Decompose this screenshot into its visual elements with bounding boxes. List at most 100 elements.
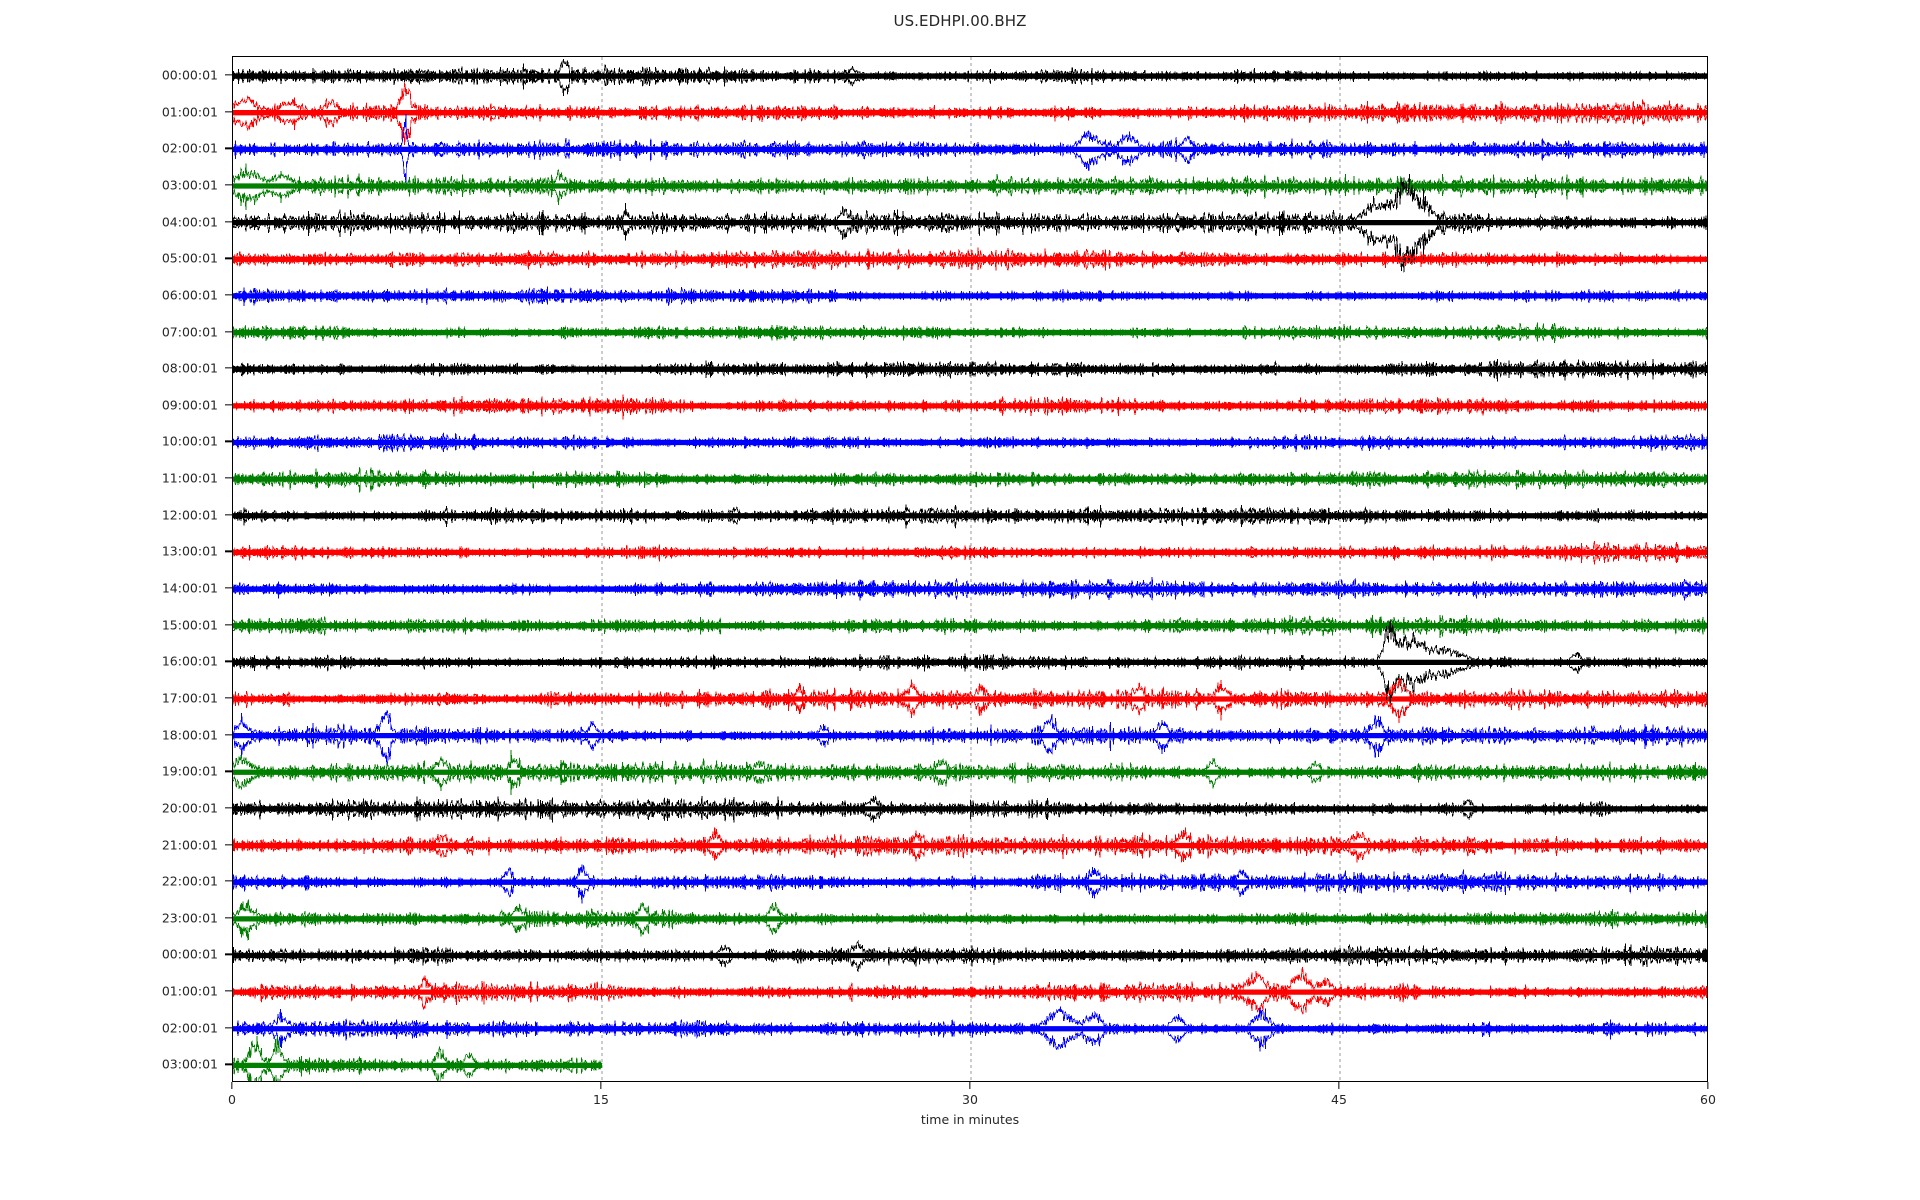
y-axis-tick-label: 10:00:01 [161,433,218,449]
waveform-trace [233,697,1707,724]
y-axis-tick-label: 20:00:01 [161,800,218,816]
waveform-trace [233,541,1707,554]
waveform-trace [233,826,1707,848]
waveform-trace [233,147,1707,184]
waveform-trace [233,1036,603,1067]
y-axis-tick-mark [225,770,232,772]
y-axis-tick-mark [225,440,232,443]
y-axis-tick-mark [225,807,232,809]
y-axis-tick-mark [225,880,232,882]
y-axis-tick-mark [225,624,232,626]
waveform-trace [233,257,1707,271]
waveform-trace [233,358,1707,371]
waveform-trace [233,514,1707,529]
waveform-trace [233,247,1707,261]
waveform-trace [233,966,1707,994]
waveform-trace [233,1006,1707,1031]
x-axis-tick-label: 60 [1700,1092,1716,1107]
waveform-trace [233,864,1707,884]
x-axis-tick-mark [231,1082,233,1089]
y-axis-tick-label: 02:00:01 [161,140,218,156]
y-axis-tick-label: 22:00:01 [161,873,218,889]
waveform-trace [233,322,1707,335]
waveform-trace [233,770,1707,796]
x-axis-labels: 0 15 30 45 60 [228,1082,1716,1142]
waveform-trace [233,614,1707,628]
y-axis-tick-label: 03:00:01 [161,1056,218,1072]
x-axis-tick-mark [1707,1082,1709,1089]
x-axis-tick-mark [1338,1082,1340,1089]
y-axis-tick-mark [225,220,232,223]
waveform-traces-layer [233,57,1707,1081]
y-axis-tick-label: 00:00:01 [161,67,218,83]
y-axis-tick-mark [225,257,232,259]
y-axis-tick-label: 04:00:01 [161,214,218,230]
waveform-trace [233,477,1707,493]
waveform-trace [233,440,1707,454]
waveform-trace [233,286,1707,298]
y-axis-tick-mark [225,990,232,992]
y-axis-tick-label: 06:00:01 [161,287,218,303]
waveform-trace [233,404,1707,420]
waveform-trace [233,898,1707,921]
y-axis-tick-mark [225,660,232,662]
y-axis-tick-label: 08:00:01 [161,360,218,376]
waveform-trace [233,939,1707,958]
y-axis-tick-label: 00:00:01 [161,946,218,962]
waveform-trace [233,1063,603,1081]
x-axis-tick-label: 30 [962,1092,978,1107]
y-axis-tick-mark [225,1027,232,1029]
x-axis-tick-label: 0 [228,1092,236,1107]
waveform-trace [233,795,1707,811]
waveform-trace [233,990,1707,1015]
y-axis-tick-mark [225,697,232,699]
y-axis-tick-label: 01:00:01 [161,983,218,999]
waveform-trace [233,432,1707,445]
y-axis-tick-label: 17:00:01 [161,690,218,706]
waveform-trace [233,576,1707,591]
y-axis-tick-label: 12:00:01 [161,507,218,523]
waveform-trace [233,880,1707,904]
waveform-trace [233,394,1707,408]
waveform-trace [233,83,1707,115]
waveform-trace [233,59,1707,78]
y-axis-tick-mark [225,184,232,186]
plot-axes[interactable] [232,56,1708,1082]
y-axis-tick-label: 16:00:01 [161,653,218,669]
y-axis-tick-mark [225,953,232,956]
y-axis-tick-label: 05:00:01 [161,250,218,266]
x-axis-tick-mark [600,1082,602,1089]
y-axis-tick-label: 14:00:01 [161,580,218,596]
waveform-trace [233,749,1707,774]
waveform-trace [233,953,1707,973]
y-axis-tick-mark [225,294,232,296]
x-axis-title: time in minutes [920,1112,1020,1127]
y-axis-tick-label: 03:00:01 [161,177,218,193]
waveform-trace [233,660,1707,707]
waveform-trace [233,843,1707,863]
waveform-trace [233,677,1707,701]
y-axis-tick-mark [225,1063,232,1066]
waveform-trace [233,221,1707,273]
y-axis-tick-mark [225,477,232,479]
x-axis-tick-mark [969,1082,971,1089]
y-axis-tick-mark [225,404,232,406]
y-axis-tick-label: 13:00:01 [161,543,218,559]
waveform-trace [233,74,1707,97]
waveform-trace [233,550,1707,565]
waveform-trace [233,917,1707,941]
waveform-trace [233,1027,1707,1052]
y-axis-tick-mark [225,587,232,589]
waveform-trace [233,733,1707,766]
y-axis-tick-mark [225,917,232,919]
y-axis-tick-mark [225,550,232,553]
y-axis-tick-mark [225,111,232,113]
waveform-trace [233,710,1707,738]
y-axis-tick-mark [225,367,232,369]
y-axis-tick-label: 02:00:01 [161,1020,218,1036]
waveform-trace [233,619,1707,664]
waveform-trace [233,330,1707,343]
x-axis-tick-label: 15 [593,1092,609,1107]
y-axis-tick-label: 19:00:01 [161,763,218,779]
